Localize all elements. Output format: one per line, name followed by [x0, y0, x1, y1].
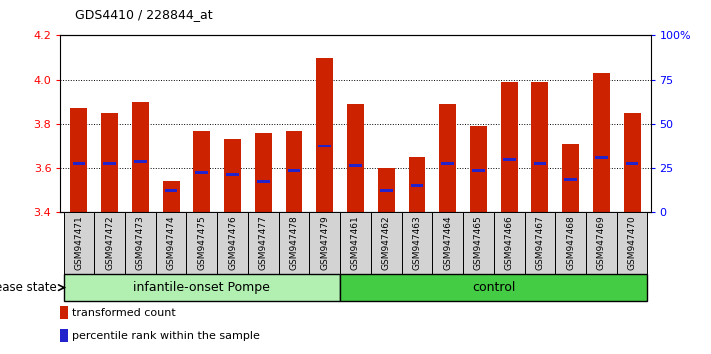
Bar [125, 212, 156, 274]
Bar [224, 139, 241, 212]
Bar [165, 189, 178, 192]
Text: GSM947465: GSM947465 [474, 216, 483, 270]
Text: GSM947476: GSM947476 [228, 216, 237, 270]
Bar [402, 212, 432, 274]
Bar [63, 212, 95, 274]
Bar [255, 133, 272, 212]
Bar [226, 173, 239, 176]
Bar [257, 180, 269, 183]
Bar [463, 212, 494, 274]
Bar [565, 178, 577, 181]
Bar [624, 113, 641, 212]
Bar [193, 131, 210, 212]
Bar [186, 212, 217, 274]
Text: percentile rank within the sample: percentile rank within the sample [72, 331, 260, 341]
Bar [70, 108, 87, 212]
Bar [562, 144, 579, 212]
Bar [380, 189, 392, 192]
Bar [593, 73, 610, 212]
Text: disease state: disease state [0, 281, 57, 294]
Bar [248, 212, 279, 274]
Text: GSM947479: GSM947479 [320, 216, 329, 270]
Bar [101, 113, 118, 212]
Text: GSM947463: GSM947463 [412, 216, 422, 270]
Text: GSM947469: GSM947469 [597, 216, 606, 270]
Text: GSM947474: GSM947474 [166, 216, 176, 270]
Bar [432, 212, 463, 274]
Bar [103, 162, 116, 165]
Text: GSM947461: GSM947461 [351, 216, 360, 270]
Bar [347, 104, 364, 212]
Bar [319, 144, 331, 148]
Bar [63, 274, 340, 301]
Text: GSM947462: GSM947462 [382, 216, 391, 270]
Text: GSM947467: GSM947467 [535, 216, 545, 270]
Bar [378, 168, 395, 212]
Text: GSM947472: GSM947472 [105, 216, 114, 270]
Bar [316, 58, 333, 212]
Bar [217, 212, 248, 274]
Bar [60, 307, 68, 319]
Bar [60, 330, 68, 342]
Bar [340, 212, 371, 274]
Bar [73, 162, 85, 165]
Bar [503, 158, 515, 161]
Bar [288, 169, 300, 172]
Bar [309, 212, 340, 274]
Text: GSM947478: GSM947478 [289, 216, 299, 270]
Bar [586, 212, 616, 274]
Bar [95, 212, 125, 274]
Bar [470, 126, 487, 212]
Bar [442, 162, 454, 165]
Bar [409, 157, 425, 212]
Bar [371, 212, 402, 274]
Bar [286, 131, 302, 212]
Text: GSM947477: GSM947477 [259, 216, 268, 270]
Text: infantile-onset Pompe: infantile-onset Pompe [134, 281, 270, 294]
Text: GSM947473: GSM947473 [136, 216, 145, 270]
Bar [439, 104, 456, 212]
Text: GSM947475: GSM947475 [198, 216, 206, 270]
Text: GDS4410 / 228844_at: GDS4410 / 228844_at [75, 8, 213, 21]
Bar [134, 160, 146, 163]
Text: transformed count: transformed count [72, 308, 176, 318]
Bar [501, 82, 518, 212]
Text: control: control [472, 281, 515, 294]
Bar [595, 156, 608, 159]
Bar [349, 165, 362, 167]
Bar [156, 212, 186, 274]
Bar [411, 184, 423, 187]
Text: GSM947471: GSM947471 [75, 216, 83, 270]
Bar [531, 82, 548, 212]
Bar [279, 212, 309, 274]
Bar [626, 162, 638, 165]
Text: GSM947466: GSM947466 [505, 216, 513, 270]
Bar [163, 181, 180, 212]
Text: GSM947468: GSM947468 [566, 216, 575, 270]
Bar [616, 212, 648, 274]
Bar [132, 102, 149, 212]
Bar [196, 171, 208, 174]
Bar [525, 212, 555, 274]
Text: GSM947470: GSM947470 [628, 216, 636, 270]
Bar [555, 212, 586, 274]
Bar [494, 212, 525, 274]
Bar [472, 169, 485, 172]
Text: GSM947464: GSM947464 [443, 216, 452, 270]
Bar [340, 274, 648, 301]
Bar [533, 162, 546, 165]
